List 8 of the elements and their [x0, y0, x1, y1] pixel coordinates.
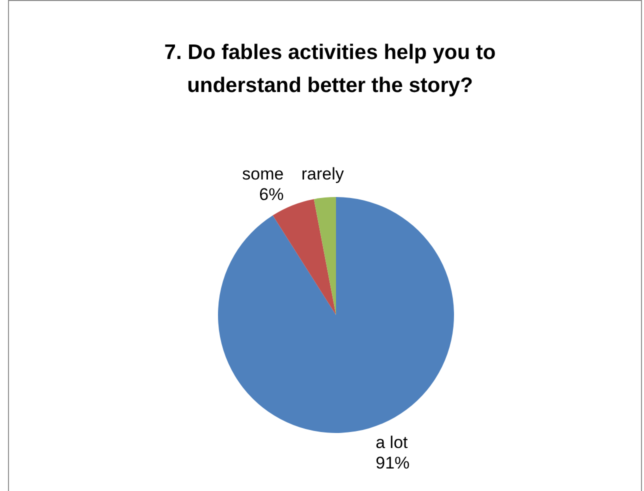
data-label: 6%	[259, 184, 284, 204]
slice-label: rarely	[301, 164, 344, 184]
slice-label: some	[242, 164, 284, 184]
pie-slice	[314, 197, 336, 315]
data-label: 91%	[376, 453, 410, 472]
slice-label: a lot	[376, 432, 408, 452]
pie-slice	[272, 199, 336, 315]
chart-title: 7. Do fables activities help you to understand better the story?	[163, 40, 497, 99]
